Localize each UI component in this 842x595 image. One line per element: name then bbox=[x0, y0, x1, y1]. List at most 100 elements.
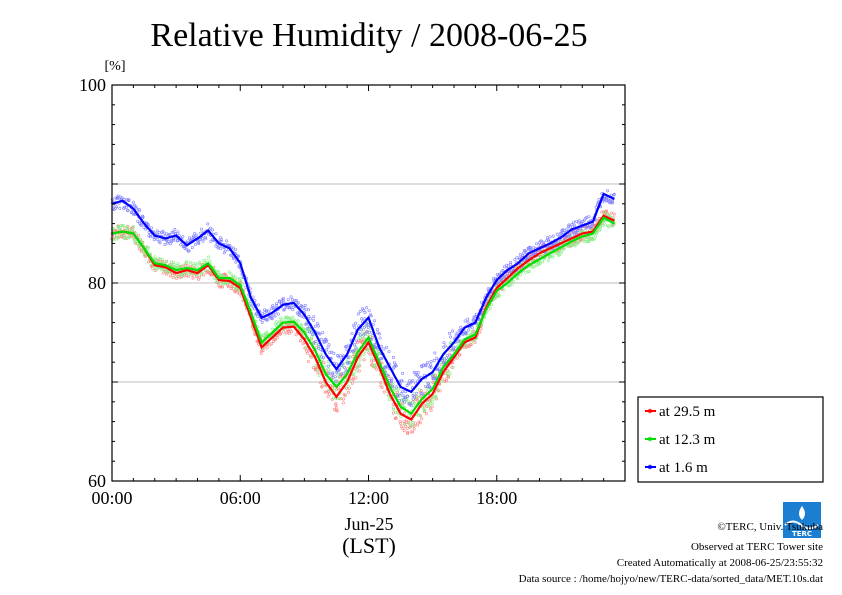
data-point bbox=[529, 245, 533, 249]
data-point bbox=[346, 384, 350, 388]
data-point bbox=[208, 259, 212, 263]
data-point bbox=[309, 355, 313, 359]
data-point bbox=[392, 407, 396, 411]
data-point bbox=[229, 272, 233, 276]
data-point bbox=[429, 360, 433, 364]
data-point bbox=[331, 396, 335, 400]
data-point bbox=[120, 196, 124, 200]
data-point bbox=[478, 330, 482, 334]
data-point bbox=[337, 374, 341, 378]
data-point bbox=[515, 256, 519, 260]
data-point bbox=[362, 308, 366, 312]
data-point bbox=[594, 234, 598, 238]
data-point bbox=[371, 359, 375, 363]
data-point bbox=[220, 273, 224, 277]
data-point bbox=[358, 333, 362, 337]
legend: at 29.5 m at 12.3 m at 1.6 m bbox=[637, 396, 824, 483]
data-point bbox=[194, 233, 198, 237]
data-point bbox=[575, 241, 579, 245]
data-point bbox=[320, 358, 324, 362]
data-point bbox=[505, 271, 509, 275]
data-point bbox=[436, 367, 440, 371]
data-point bbox=[293, 298, 297, 302]
data-point bbox=[612, 192, 616, 196]
data-point bbox=[343, 393, 347, 397]
data-point bbox=[236, 254, 240, 258]
data-point bbox=[193, 232, 197, 236]
data-point bbox=[223, 249, 227, 253]
data-point bbox=[412, 395, 416, 399]
data-point bbox=[336, 387, 340, 391]
data-point bbox=[338, 354, 342, 358]
data-point bbox=[461, 332, 465, 336]
data-point bbox=[589, 236, 593, 240]
data-point bbox=[187, 272, 191, 276]
data-point bbox=[583, 229, 587, 233]
data-point bbox=[538, 243, 542, 247]
data-point bbox=[470, 326, 474, 330]
data-point bbox=[340, 365, 344, 369]
data-point bbox=[116, 235, 120, 239]
data-point bbox=[323, 364, 327, 368]
data-point bbox=[203, 235, 207, 239]
data-point bbox=[185, 271, 189, 275]
data-point bbox=[367, 323, 371, 327]
data-point bbox=[406, 399, 410, 403]
data-point bbox=[541, 260, 545, 264]
data-point bbox=[341, 354, 345, 358]
data-point bbox=[380, 357, 384, 361]
data-point bbox=[276, 322, 280, 326]
data-point bbox=[174, 275, 178, 279]
data-point bbox=[379, 381, 383, 385]
data-point bbox=[488, 306, 492, 310]
data-point bbox=[226, 285, 230, 289]
data-point bbox=[155, 259, 159, 263]
data-point bbox=[306, 326, 310, 330]
data-point bbox=[436, 389, 440, 393]
data-point bbox=[444, 372, 448, 376]
data-point bbox=[154, 267, 158, 271]
data-point bbox=[464, 331, 468, 335]
data-point bbox=[184, 260, 188, 264]
data-point bbox=[197, 262, 201, 266]
data-point bbox=[305, 351, 309, 355]
y-tick-label: 100 bbox=[79, 75, 106, 95]
data-point bbox=[448, 372, 452, 376]
data-point bbox=[568, 225, 572, 229]
data-point bbox=[466, 320, 470, 324]
data-point bbox=[357, 362, 361, 366]
data-point bbox=[390, 377, 394, 381]
data-point bbox=[551, 234, 555, 238]
data-point bbox=[141, 214, 145, 218]
data-point bbox=[344, 344, 348, 348]
data-point bbox=[347, 361, 351, 365]
data-point bbox=[414, 373, 418, 377]
data-point bbox=[173, 265, 177, 269]
data-point bbox=[407, 402, 411, 406]
data-point bbox=[171, 275, 175, 279]
data-point bbox=[401, 427, 405, 431]
data-point bbox=[548, 254, 552, 258]
series-line-3 bbox=[111, 192, 615, 394]
data-point bbox=[125, 225, 129, 229]
data-point bbox=[312, 342, 316, 346]
data-point bbox=[399, 415, 403, 419]
data-point bbox=[393, 416, 397, 420]
data-point bbox=[354, 369, 358, 373]
data-point bbox=[326, 394, 330, 398]
data-point bbox=[187, 274, 191, 278]
data-point bbox=[382, 347, 386, 351]
data-point bbox=[494, 284, 498, 288]
data-point bbox=[126, 235, 130, 239]
data-point bbox=[448, 331, 452, 335]
data-point bbox=[365, 323, 369, 327]
data-point bbox=[208, 226, 212, 230]
data-point bbox=[239, 276, 243, 280]
data-point bbox=[465, 343, 469, 347]
data-point bbox=[170, 240, 174, 244]
data-point bbox=[457, 339, 461, 343]
data-point bbox=[199, 231, 203, 235]
data-point bbox=[201, 239, 205, 243]
data-point bbox=[195, 263, 199, 267]
